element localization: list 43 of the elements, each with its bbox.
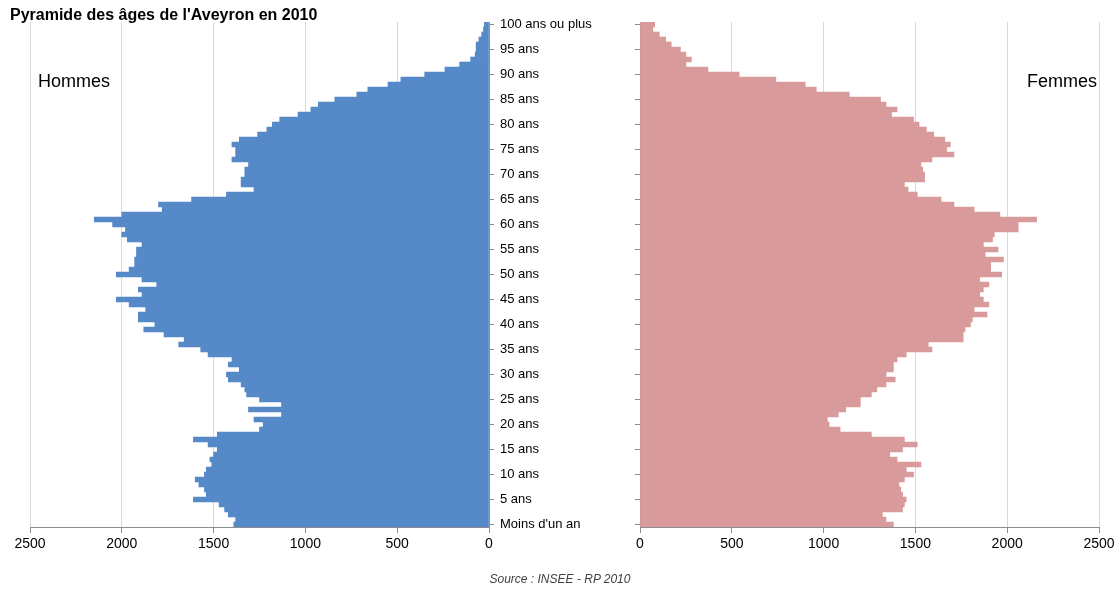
x-tick-label: 2000	[106, 535, 138, 552]
y-tick-label: 30 ans	[500, 366, 540, 382]
y-tick-label: 75 ans	[500, 141, 540, 157]
y-tick-label: 5 ans	[500, 491, 533, 507]
y-tick-label: 65 ans	[500, 191, 540, 207]
y-tick-label: 90 ans	[500, 66, 540, 82]
y-tick-label: 25 ans	[500, 391, 540, 407]
x-tick-label: 1000	[808, 535, 840, 552]
y-tick-label: 85 ans	[500, 91, 540, 107]
y-tick-label: 100 ans ou plus	[500, 16, 593, 32]
y-tick-label: 20 ans	[500, 416, 540, 432]
y-tick-label: 80 ans	[500, 116, 540, 132]
x-tick-label: 500	[385, 535, 410, 552]
x-tick-label: 1500	[899, 535, 932, 552]
bar	[233, 521, 489, 527]
x-tick-label: 2500	[1083, 535, 1115, 552]
x-tick-label: 0	[485, 535, 494, 552]
x-tick-label: 1500	[198, 535, 230, 552]
bar	[481, 31, 489, 38]
y-tick-label: 15 ans	[500, 441, 540, 457]
bar	[483, 26, 489, 33]
y-tick-label: 60 ans	[500, 216, 540, 232]
text: Hommes	[38, 70, 111, 91]
y-tick-label: 35 ans	[500, 341, 540, 357]
bar	[640, 22, 656, 28]
x-tick-label: 1000	[289, 535, 322, 552]
x-tick-label: 2500	[14, 535, 46, 552]
x-tick-label: 0	[636, 535, 645, 552]
y-tick-label: Moins d'un an	[500, 516, 581, 532]
x-tick-label: 500	[720, 535, 744, 552]
bar	[484, 22, 489, 28]
y-tick-label: 55 ans	[500, 241, 540, 257]
y-tick-label: 95 ans	[500, 41, 540, 57]
y-tick-label: 45 ans	[500, 291, 540, 307]
chart-title: Pyramide des âges de l'Aveyron en 2010	[10, 6, 318, 24]
bar	[640, 521, 894, 527]
y-tick-label: 50 ans	[500, 266, 540, 282]
text: Femmes	[1026, 70, 1097, 91]
source-note: Source : INSEE - RP 2010	[488, 572, 632, 586]
y-tick-label: 10 ans	[500, 466, 540, 482]
y-tick-label: 40 ans	[500, 316, 540, 332]
y-tick-label: 70 ans	[500, 166, 540, 182]
x-tick-label: 2000	[991, 535, 1023, 552]
